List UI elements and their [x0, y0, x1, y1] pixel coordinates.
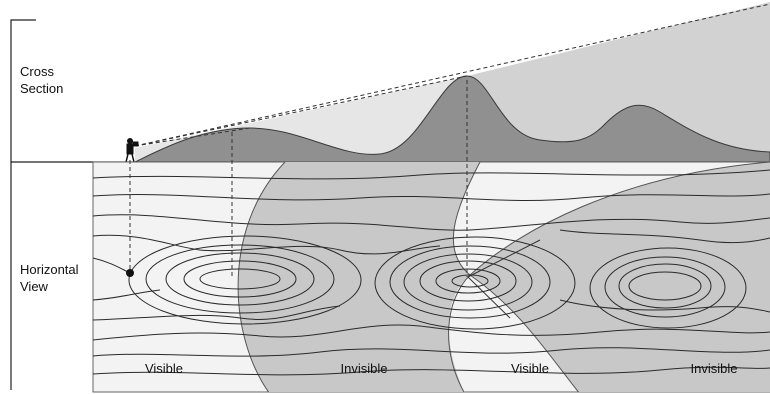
invisible-zone-1 — [238, 162, 480, 392]
zone-label-visible-1: Visible — [145, 361, 183, 376]
horizontal-view-label: Horizontal View — [20, 262, 82, 294]
invisible-zone-2 — [470, 162, 770, 392]
projection-lines — [129, 80, 468, 279]
zone-label-invisible-2: Invisible — [691, 361, 738, 376]
observer-map-dot — [126, 269, 134, 277]
observer-icon — [125, 138, 139, 163]
contour-lines — [93, 169, 770, 376]
horizontal-view-panel: Visible Invisible Visible Invisible — [92, 80, 770, 393]
map-sight-rays — [467, 239, 541, 319]
cross-section-label: Cross Section — [20, 64, 63, 96]
section-bracket — [10, 19, 36, 390]
invisible-sight-cone — [467, 2, 770, 162]
zone-label-invisible-1: Invisible — [341, 361, 388, 376]
terrain-profile — [134, 75, 770, 163]
sight-lines — [134, 3, 770, 147]
cross-section-panel — [36, 2, 770, 163]
zone-label-visible-2: Visible — [511, 361, 549, 376]
